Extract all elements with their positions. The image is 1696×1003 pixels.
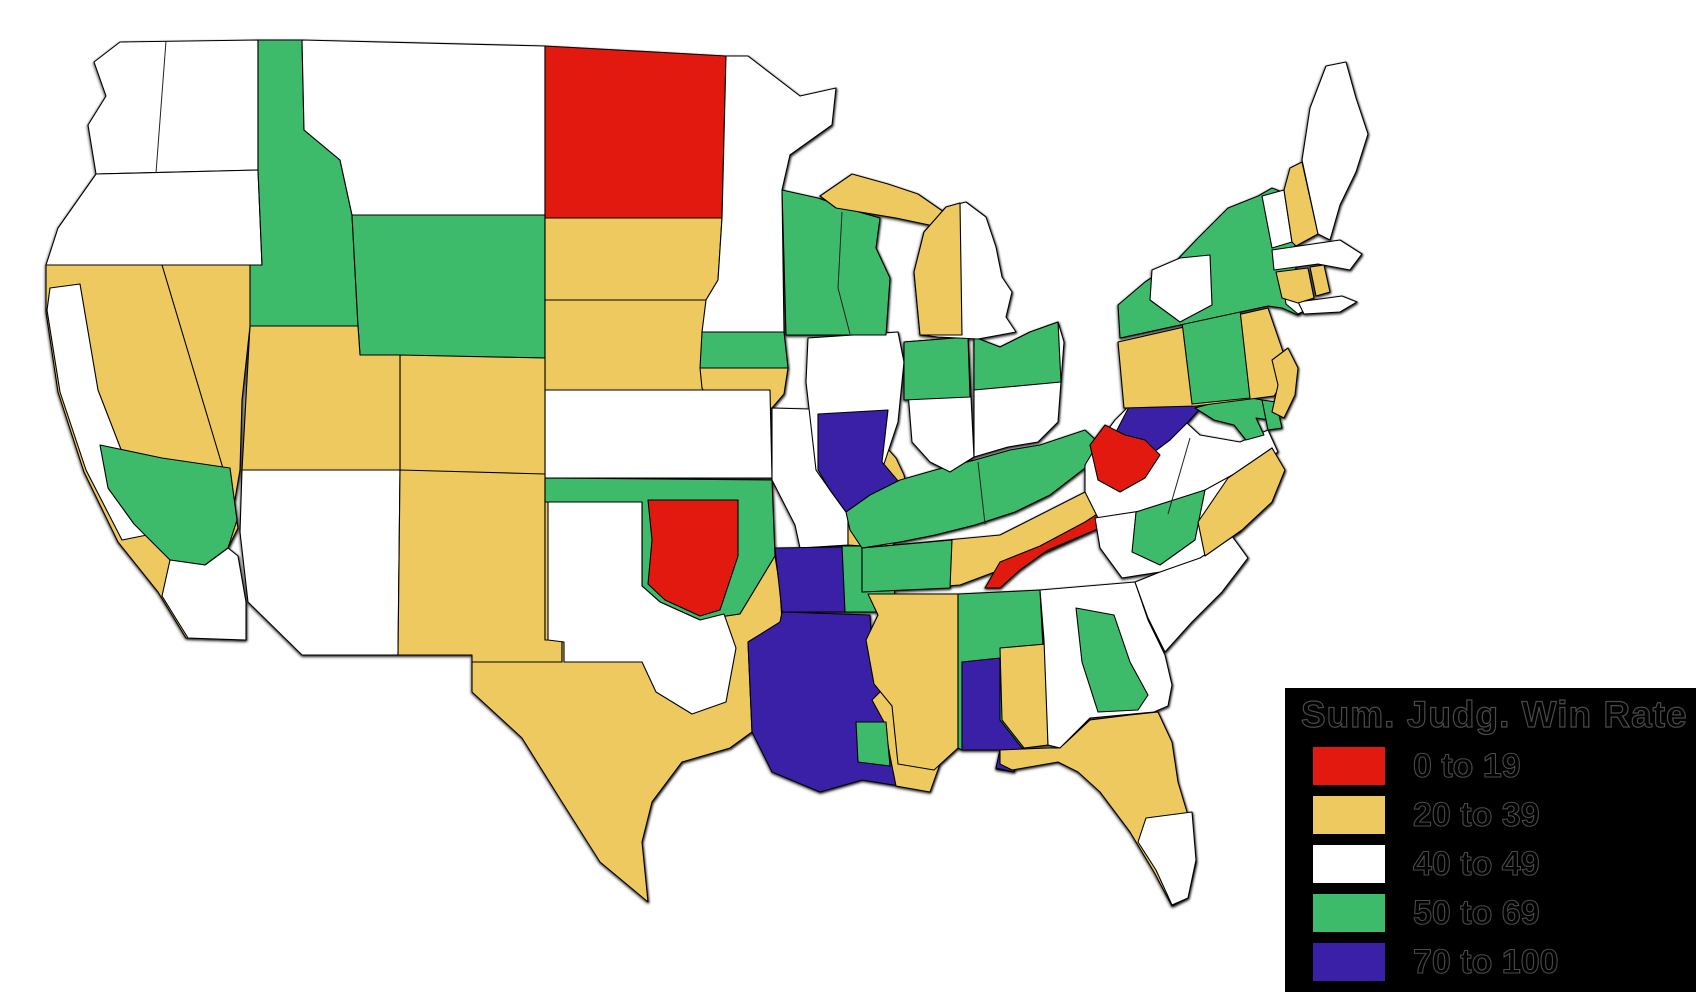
legend-row: 70 to 100 bbox=[1301, 942, 1696, 981]
legend-swatch-40-49 bbox=[1313, 845, 1385, 883]
wisconsin-district-line bbox=[837, 211, 851, 335]
region-florida-southern bbox=[1137, 811, 1197, 906]
region-oklahoma-central bbox=[647, 499, 739, 617]
legend-row: 0 to 19 bbox=[1301, 746, 1696, 785]
legend-swatch-50-69 bbox=[1313, 894, 1385, 932]
kentucky-district-line bbox=[977, 461, 986, 525]
region-arizona bbox=[239, 469, 401, 656]
legend-swatch-70-100 bbox=[1313, 943, 1385, 981]
region-oregon bbox=[45, 169, 263, 266]
legend-label-0-19: 0 to 19 bbox=[1412, 746, 1521, 785]
region-indiana-northern bbox=[903, 336, 971, 401]
region-washington bbox=[87, 39, 259, 175]
region-wyoming bbox=[351, 214, 546, 359]
legend-title: Sum. Judg. Win Rate bbox=[1300, 693, 1688, 735]
region-iowa-northern bbox=[699, 331, 789, 369]
legend-row: 40 to 49 bbox=[1301, 844, 1696, 883]
legend-row: 20 to 39 bbox=[1301, 795, 1696, 834]
region-california-southern bbox=[161, 547, 247, 641]
region-alabama-southern bbox=[961, 657, 1023, 773]
map-regions bbox=[45, 39, 1369, 907]
region-new-jersey bbox=[1271, 347, 1299, 419]
region-tennessee-western bbox=[861, 539, 953, 593]
legend-label-50-69: 50 to 69 bbox=[1412, 893, 1540, 932]
legend-swatch-20-39 bbox=[1313, 796, 1385, 834]
region-north-carolina-western bbox=[1131, 489, 1206, 566]
region-alabama-middle bbox=[999, 643, 1049, 749]
region-colorado bbox=[399, 354, 546, 477]
region-north-carolina-eastern bbox=[1197, 447, 1286, 557]
region-louisiana-middle bbox=[855, 721, 891, 767]
region-rhode-island bbox=[1309, 264, 1331, 297]
region-new-mexico bbox=[397, 469, 563, 663]
region-ohio-northern bbox=[973, 321, 1062, 391]
region-connecticut bbox=[1275, 267, 1315, 304]
virginia-district-line bbox=[1167, 437, 1191, 515]
legend-label-20-39: 20 to 39 bbox=[1412, 795, 1540, 834]
legend-row: 50 to 69 bbox=[1301, 893, 1696, 932]
region-long-island bbox=[1297, 295, 1358, 315]
region-michigan-western bbox=[913, 202, 963, 336]
washington-district-line bbox=[155, 40, 167, 174]
region-south-dakota bbox=[544, 217, 723, 301]
region-pennsylvania-middle bbox=[1181, 309, 1251, 405]
legend-label-40-49: 40 to 49 bbox=[1412, 844, 1540, 883]
region-new-york-western bbox=[1149, 254, 1213, 323]
legend: Sum. Judg. Win Rate 0 to 19 20 to 39 40 … bbox=[1285, 688, 1696, 992]
region-georgia-middle bbox=[1075, 607, 1149, 713]
region-massachusetts bbox=[1271, 239, 1363, 271]
legend-swatch-0-19 bbox=[1313, 747, 1385, 785]
region-west-virginia-southern bbox=[1089, 424, 1161, 493]
legend-label-70-100: 70 to 100 bbox=[1412, 942, 1559, 981]
region-kansas bbox=[544, 389, 773, 479]
region-north-dakota bbox=[544, 45, 727, 219]
region-maine bbox=[1301, 61, 1369, 241]
region-texas-northern bbox=[547, 501, 737, 715]
